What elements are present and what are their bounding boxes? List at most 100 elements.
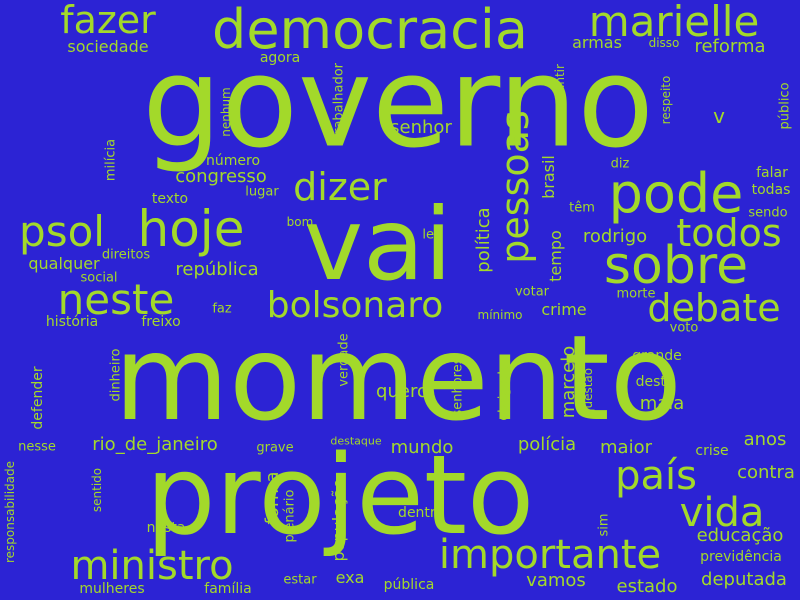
- word-mundo: mundo: [390, 437, 454, 458]
- word-minimo: mínimo: [477, 308, 523, 322]
- word-nesta: nesta: [146, 520, 186, 536]
- word-desta: desta: [635, 374, 675, 390]
- word-texto: texto: [151, 191, 189, 207]
- word-historia: história: [45, 314, 99, 330]
- word-anos: anos: [743, 429, 787, 450]
- word-populacao: população: [329, 478, 348, 562]
- word-freixo: freixo: [141, 314, 181, 330]
- word-dizer: dizer: [293, 165, 387, 209]
- word-projeto: projeto: [145, 431, 535, 559]
- word-lugar: lugar: [245, 184, 279, 200]
- word-sociedade: sociedade: [67, 37, 149, 56]
- word-marielle: marielle: [588, 0, 760, 46]
- word-sendo: sendo: [748, 205, 788, 221]
- word-maior: maior: [600, 437, 652, 458]
- word-destaque: destaque: [330, 434, 382, 448]
- word-republica: república: [175, 259, 259, 280]
- word-marcelo: marcelo: [558, 345, 579, 419]
- word-familia: família: [204, 581, 252, 597]
- word-verdade: verdade: [336, 333, 352, 387]
- word-armas: armas: [572, 33, 622, 52]
- word-rio-de-janeiro: rio_de_janeiro: [92, 434, 218, 455]
- word-vamos: vamos: [526, 570, 586, 591]
- word-importante: importante: [438, 532, 662, 578]
- word-v: v: [713, 104, 725, 128]
- word-mulheres: mulheres: [79, 581, 145, 597]
- word-psol: psol: [19, 207, 105, 256]
- word-dinheiro: dinheiro: [108, 348, 124, 402]
- word-questao: questão: [581, 367, 595, 417]
- word-social: social: [80, 270, 118, 286]
- word-pais: país: [615, 453, 697, 499]
- word-vai: vai: [303, 186, 453, 303]
- word-senhor: senhor: [390, 117, 452, 138]
- word-direitos: direitos: [101, 247, 151, 263]
- word-diz: diz: [610, 156, 630, 172]
- word-deputada: deputada: [701, 569, 787, 590]
- word-grave: grave: [256, 440, 294, 456]
- word-todos: todos: [676, 211, 782, 255]
- word-previdencia: previdência: [700, 549, 782, 565]
- word-momento: momento: [114, 309, 682, 447]
- word-crime: crime: [541, 300, 587, 319]
- word-sobre: sobre: [603, 236, 749, 296]
- word-trabalhador: trabalhador: [331, 63, 347, 139]
- word-publica: pública: [383, 577, 435, 593]
- word-garantir: garantir: [553, 64, 567, 112]
- word-vida: vida: [679, 490, 765, 536]
- word-pessoas: pessoas: [493, 110, 537, 264]
- word-bolsonaro: bolsonaro: [266, 285, 444, 326]
- word-quero: quero: [376, 381, 428, 402]
- word-voto: voto: [669, 320, 699, 336]
- word-educacao: educação: [696, 525, 784, 546]
- word-reforma: reforma: [694, 36, 766, 57]
- word-falar: falar: [756, 165, 788, 181]
- word-disso: disso: [648, 36, 680, 50]
- word-ministro: ministro: [70, 543, 234, 589]
- word-responsabilidade: responsabilidade: [3, 460, 17, 564]
- word-votar: votar: [514, 284, 550, 300]
- word-dentro: dentro: [398, 505, 444, 521]
- word-lei: lei: [422, 227, 438, 243]
- word-politica: política: [473, 207, 494, 273]
- word-nesse: nesse: [18, 439, 56, 455]
- word-todas: todas: [751, 182, 791, 198]
- word-tem: têm: [569, 200, 595, 216]
- word-milicia: milícia: [103, 138, 119, 182]
- word-exa: exa: [335, 568, 365, 587]
- word-publico: público: [777, 82, 793, 130]
- word-obrigado: obrigado: [496, 363, 512, 421]
- word-plenario: plenário: [282, 489, 298, 543]
- word-debate: debate: [647, 286, 781, 330]
- word-democracia: democracia: [212, 0, 528, 61]
- word-respeito: respeito: [659, 75, 673, 125]
- word-neste: neste: [57, 275, 175, 324]
- word-policia: polícia: [517, 434, 577, 455]
- word-agora: agora: [259, 50, 301, 66]
- word-estar: estar: [283, 572, 317, 588]
- word-estado: estado: [616, 576, 678, 597]
- word-sentido: sentido: [90, 467, 104, 513]
- word-qualquer: qualquer: [28, 254, 100, 273]
- word-fazer: fazer: [60, 0, 156, 42]
- word-congresso: congresso: [175, 166, 267, 187]
- word-faz: faz: [212, 301, 232, 317]
- word-grande: grande: [632, 348, 682, 364]
- word-forma: forma: [262, 471, 283, 525]
- word-brasil: brasil: [539, 155, 558, 199]
- word-nenhum: nenhum: [219, 87, 233, 137]
- word-governo: governo: [142, 30, 654, 176]
- word-hoje: hoje: [137, 200, 245, 258]
- word-crise: crise: [695, 443, 729, 459]
- word-defender: defender: [30, 366, 46, 430]
- word-numero: número: [205, 153, 261, 169]
- word-rodrigo: rodrigo: [582, 226, 648, 247]
- word-maia: maia: [639, 393, 685, 414]
- word-senhores: senhores: [450, 357, 466, 417]
- word-contra: contra: [737, 462, 795, 483]
- word-tempo: tempo: [546, 230, 565, 282]
- word-sim: sim: [596, 513, 612, 537]
- word-morte: morte: [616, 286, 656, 302]
- word-bom: bom: [286, 215, 314, 229]
